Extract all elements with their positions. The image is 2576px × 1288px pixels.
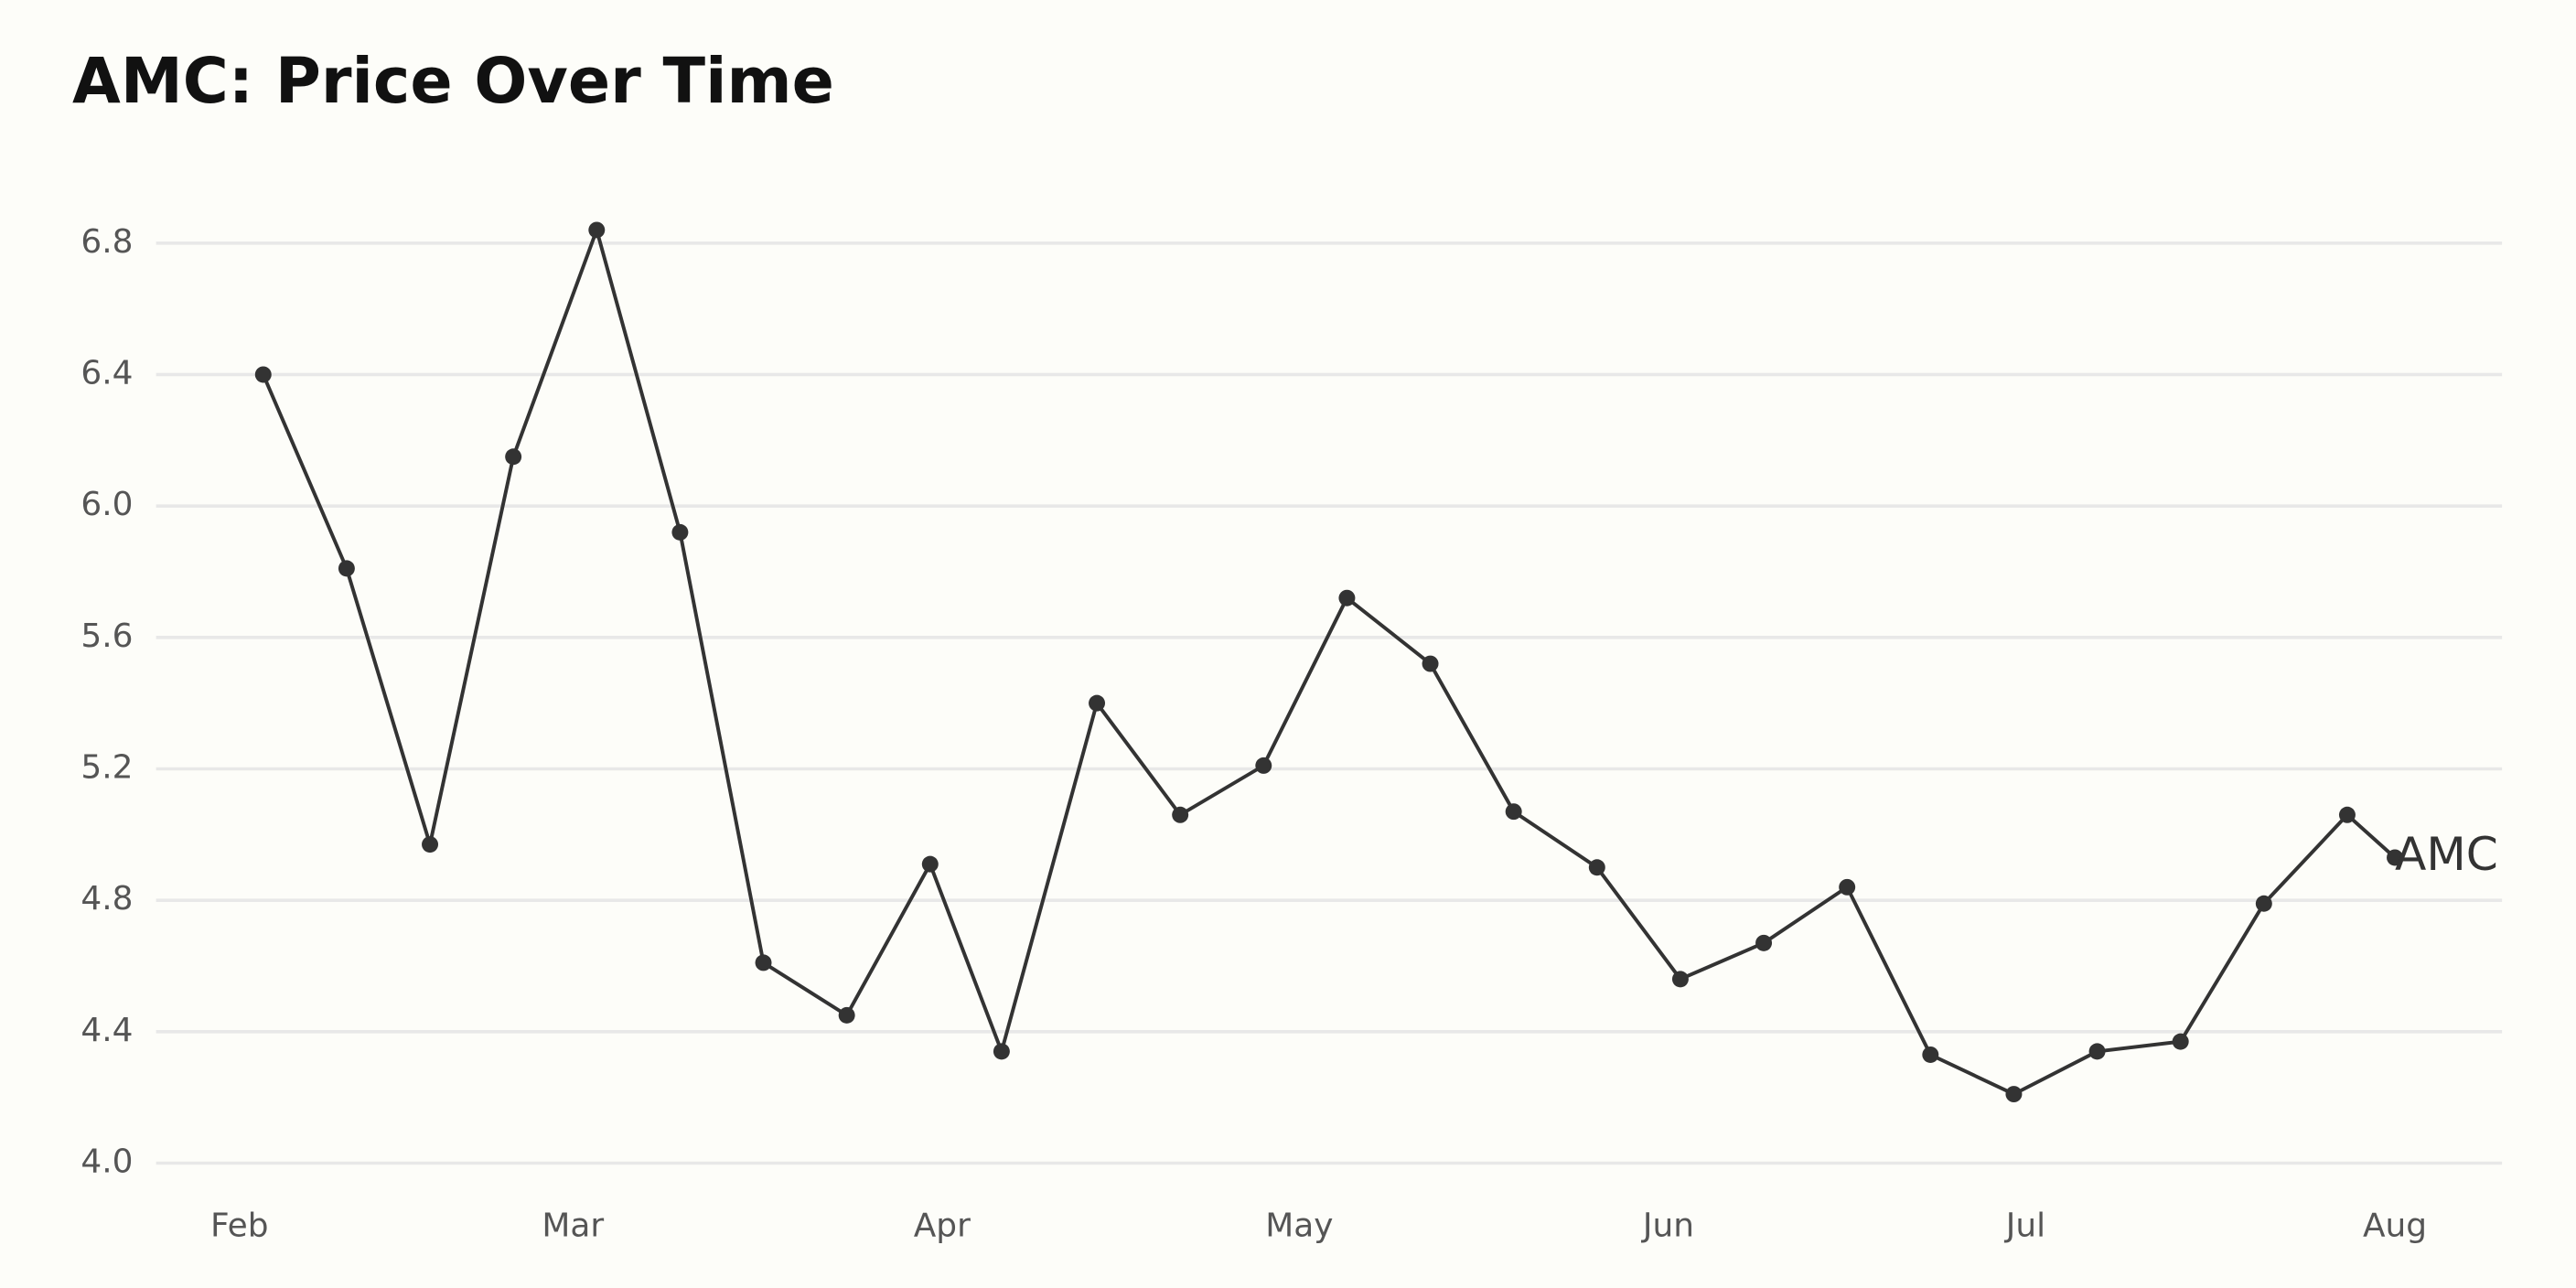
y-tick-label: 6.8 <box>80 223 133 261</box>
point <box>1755 934 1773 951</box>
point <box>2088 1043 2106 1060</box>
point <box>2255 895 2272 912</box>
point <box>838 1006 855 1024</box>
y-tick-label: 4.4 <box>80 1012 133 1049</box>
x-tick-label: Mar <box>542 1208 604 1245</box>
point <box>671 523 689 541</box>
point <box>1839 878 1856 896</box>
x-tick-label: Jun <box>1641 1208 1694 1245</box>
x-tick-label: Feb <box>210 1208 269 1245</box>
point <box>993 1043 1010 1060</box>
point <box>2338 806 2356 823</box>
point <box>1671 971 1689 988</box>
x-tick-label: Jul <box>2004 1208 2045 1245</box>
point <box>2172 1033 2189 1050</box>
point <box>588 221 606 239</box>
point <box>422 836 439 853</box>
point <box>1922 1046 1939 1063</box>
x-tick-label: Aug <box>2363 1208 2427 1245</box>
point <box>254 366 272 383</box>
series-label: AMC <box>2395 827 2498 881</box>
point <box>1505 803 1522 821</box>
point <box>338 560 355 577</box>
y-tick-label: 4.8 <box>80 880 133 918</box>
line <box>261 223 2397 1097</box>
y-tick-label: 5.6 <box>80 617 133 655</box>
point <box>505 448 522 466</box>
y-tick-label: 5.2 <box>80 748 133 786</box>
point <box>1588 859 1605 876</box>
x-tick-label: May <box>1265 1208 1333 1245</box>
point <box>1255 757 1272 774</box>
y-tick-label: 4.0 <box>80 1143 133 1181</box>
y-tick-label: 6.4 <box>80 354 133 392</box>
point <box>2387 849 2404 866</box>
point <box>1172 806 1189 823</box>
chart-title: AMC: Price Over Time <box>72 46 834 118</box>
point <box>2005 1086 2023 1103</box>
y-tick-label: 6.0 <box>80 486 133 523</box>
point <box>1422 655 1439 672</box>
x-tick-label: Apr <box>914 1208 971 1245</box>
point <box>921 855 939 873</box>
point <box>755 954 772 971</box>
point <box>1089 694 1106 712</box>
point <box>1338 589 1356 606</box>
